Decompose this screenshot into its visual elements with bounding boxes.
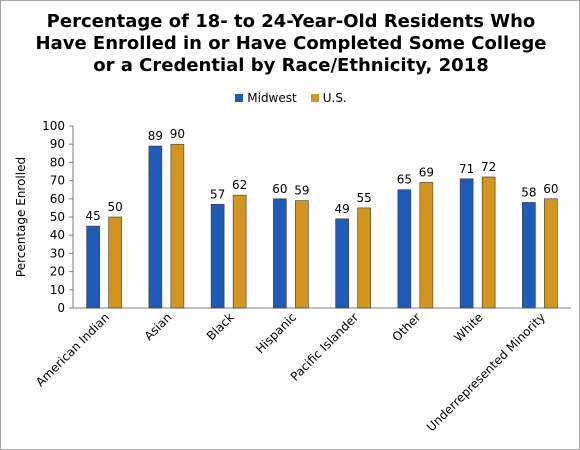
bar-us (232, 194, 247, 309)
legend-item-us: U.S. (310, 91, 347, 105)
data-label-midwest: 89 (148, 129, 163, 143)
y-tick-label: 60 (50, 192, 65, 206)
y-tick-label: 70 (50, 174, 65, 188)
y-tick-label: 0 (57, 301, 65, 315)
bar-us (481, 176, 496, 309)
y-tick-label: 30 (50, 246, 65, 260)
bar-midwest (459, 178, 474, 309)
bar-midwest (210, 203, 225, 309)
bar-midwest (335, 218, 349, 309)
bar-us (295, 200, 309, 309)
y-tick-label: 10 (50, 283, 65, 297)
legend-label-midwest: Midwest (247, 91, 297, 105)
bar-midwest (397, 189, 412, 309)
data-label-midwest: 65 (397, 173, 412, 187)
bar-us (357, 207, 371, 309)
bar-us (170, 143, 185, 309)
bar-us (108, 216, 122, 309)
x-tick-label: Other (389, 310, 423, 344)
x-tick-label: American Indian (33, 310, 112, 389)
legend-item-midwest: Midwest (235, 91, 297, 105)
y-tick-label: 80 (50, 155, 65, 169)
data-label-us: 60 (543, 182, 558, 196)
y-tick-label: 50 (50, 210, 65, 224)
x-tick-label: Hispanic (253, 310, 299, 356)
bar-midwest (273, 198, 287, 309)
x-tick-label: Asian (141, 310, 174, 343)
data-label-midwest: 45 (85, 209, 100, 223)
bar-us (544, 198, 558, 309)
y-tick-label: 100 (42, 119, 65, 133)
legend-swatch-midwest (235, 94, 244, 102)
chart-title-line-3: or a Credential by Race/Ethnicity, 2018 (93, 55, 489, 76)
data-label-midwest: 58 (521, 185, 536, 199)
bar-us (419, 182, 434, 309)
x-tick-label: Underrepresented Minority (424, 310, 548, 434)
data-label-us: 90 (170, 127, 185, 141)
bar-midwest (522, 202, 536, 309)
chart-title-line-1: Percentage of 18- to 24-Year-Old Residen… (46, 11, 536, 32)
data-label-us: 59 (294, 184, 309, 198)
legend: Midwest U.S. (1, 91, 580, 105)
bar-midwest (86, 225, 100, 309)
y-tick-label: 90 (50, 137, 65, 151)
data-label-us: 55 (356, 191, 371, 205)
data-label-us: 62 (232, 178, 247, 192)
legend-swatch-us (310, 94, 319, 102)
data-label-midwest: 57 (210, 187, 225, 201)
chart-title-line-2: Have Enrolled in or Have Completed Some … (35, 33, 547, 54)
data-label-midwest: 71 (459, 162, 474, 176)
x-tick-label: White (451, 310, 486, 345)
data-label-us: 72 (481, 160, 496, 174)
data-label-midwest: 49 (334, 202, 349, 216)
x-tick-label: Black (204, 310, 237, 343)
bar-midwest (148, 145, 163, 309)
chart-title: Percentage of 18- to 24-Year-Old Residen… (21, 11, 561, 77)
legend-label-us: U.S. (322, 91, 347, 105)
y-tick-label: 40 (50, 228, 65, 242)
y-axis-label: Percentage Enrolled (14, 157, 28, 277)
data-label-midwest: 60 (272, 182, 287, 196)
y-tick-label: 20 (50, 265, 65, 279)
x-tick-label: Pacific Islander (288, 310, 362, 384)
data-label-us: 50 (107, 200, 122, 214)
data-label-us: 69 (419, 165, 434, 179)
